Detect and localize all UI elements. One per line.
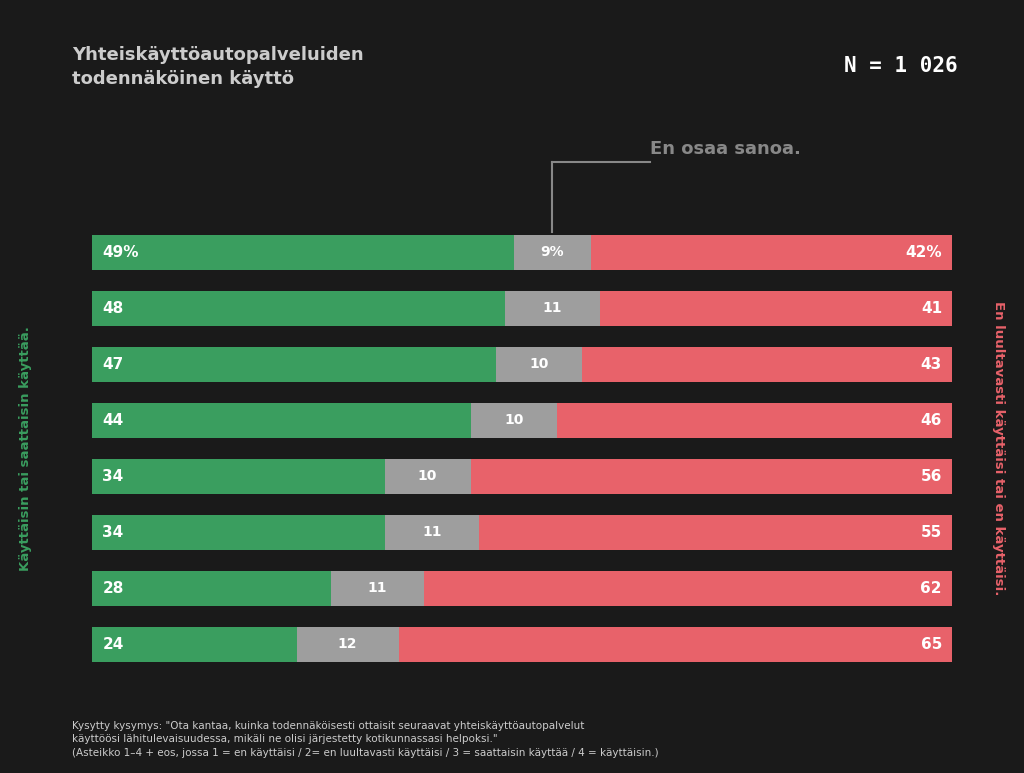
Text: 12: 12 <box>338 638 357 652</box>
Bar <box>583 347 952 382</box>
Bar <box>497 347 583 382</box>
Bar <box>514 235 591 270</box>
Bar <box>591 235 952 270</box>
Bar <box>92 403 471 438</box>
Bar <box>92 571 331 606</box>
Bar <box>385 459 471 494</box>
Text: 55: 55 <box>921 525 942 540</box>
Bar <box>92 235 514 270</box>
Text: 11: 11 <box>368 581 387 595</box>
Bar <box>92 291 505 325</box>
Bar <box>471 403 557 438</box>
Text: 62: 62 <box>921 581 942 596</box>
Text: 11: 11 <box>422 526 441 540</box>
Text: 47: 47 <box>102 357 124 372</box>
Bar <box>600 291 952 325</box>
Bar <box>297 627 398 662</box>
Bar <box>92 459 385 494</box>
Text: N = 1 026: N = 1 026 <box>845 56 957 76</box>
Bar <box>557 403 952 438</box>
Bar <box>479 515 952 550</box>
Text: Käyttäisin tai saattaisin käyttää.: Käyttäisin tai saattaisin käyttää. <box>19 326 32 570</box>
Text: 46: 46 <box>921 413 942 427</box>
Bar <box>92 347 497 382</box>
Text: 48: 48 <box>102 301 124 315</box>
Text: En luultavasti käyttäisi tai en käyttäisi.: En luultavasti käyttäisi tai en käyttäis… <box>992 301 1005 595</box>
Bar <box>92 627 297 662</box>
Text: 10: 10 <box>418 469 437 483</box>
Text: Yhteiskäyttöautopalveluiden
todennäköinen käyttö: Yhteiskäyttöautopalveluiden todennäköine… <box>72 46 364 88</box>
Text: 10: 10 <box>504 414 523 427</box>
Text: 41: 41 <box>921 301 942 315</box>
Text: 28: 28 <box>102 581 124 596</box>
Text: 42%: 42% <box>905 245 942 260</box>
Text: 65: 65 <box>921 637 942 652</box>
Text: 34: 34 <box>102 469 124 484</box>
Bar <box>424 571 952 606</box>
Text: 9%: 9% <box>541 245 564 259</box>
Text: 43: 43 <box>921 357 942 372</box>
Bar <box>92 515 385 550</box>
Text: 34: 34 <box>102 525 124 540</box>
Text: 44: 44 <box>102 413 124 427</box>
Bar <box>398 627 952 662</box>
Text: 49%: 49% <box>102 245 139 260</box>
Text: 11: 11 <box>543 301 562 315</box>
Bar <box>385 515 479 550</box>
Text: 56: 56 <box>921 469 942 484</box>
Bar <box>331 571 424 606</box>
Bar <box>471 459 952 494</box>
Text: 24: 24 <box>102 637 124 652</box>
Bar <box>505 291 600 325</box>
Text: Kysytty kysymys: "Ota kantaa, kuinka todennäköisesti ottaisit seuraavat yhteiskä: Kysytty kysymys: "Ota kantaa, kuinka tod… <box>72 721 658 758</box>
Text: 10: 10 <box>529 357 549 371</box>
Text: En osaa sanoa.: En osaa sanoa. <box>650 141 801 158</box>
